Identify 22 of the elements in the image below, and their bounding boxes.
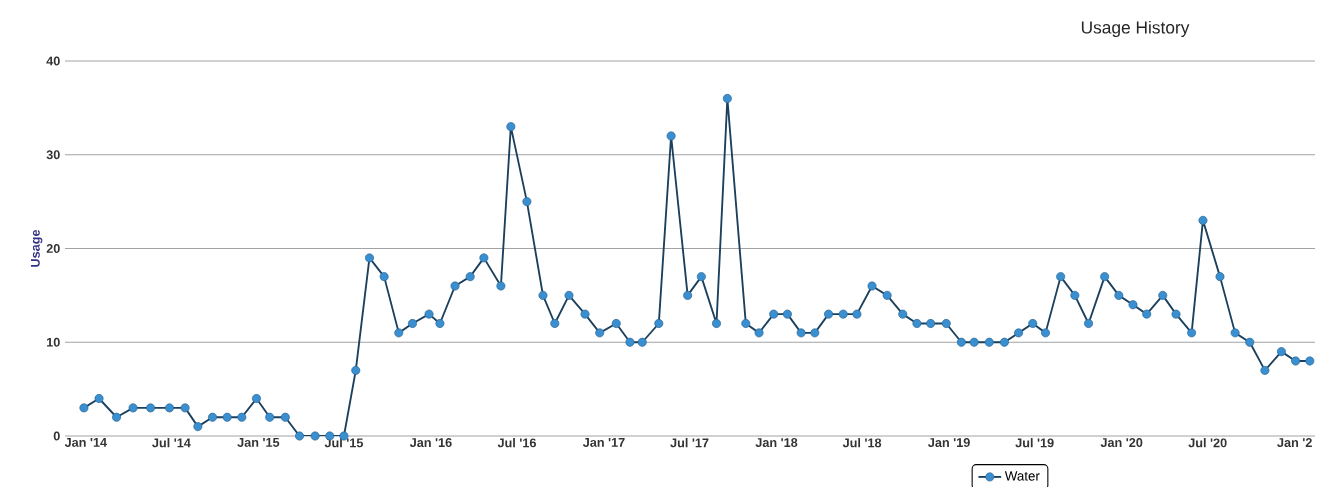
x-tick-label: Jul '19 [1015, 438, 1054, 448]
x-tick-label: Jan '18 [755, 438, 798, 448]
x-tick-label: Jan '14 [64, 438, 107, 447]
y-tick-label: 10 [47, 337, 60, 347]
x-tick-label: Jul '16 [497, 438, 536, 448]
x-tick-label: Jan '17 [582, 438, 625, 447]
x-tick-label: Jan '20 [1100, 438, 1143, 448]
chart-title: Usage History [1081, 20, 1190, 38]
x-tick-label: Jan '19 [928, 438, 970, 448]
y-axis-title: Usage [30, 229, 43, 267]
y-tick-label: 30 [46, 150, 60, 160]
x-tick-label: Jul '17 [670, 438, 709, 448]
x-tick-label: Jan '16 [409, 438, 452, 448]
x-tick-label: Jan '15 [237, 438, 280, 447]
x-tick-label: Jul '14 [152, 438, 191, 448]
y-tick-label: 40 [46, 56, 60, 66]
x-tick-label: Jul '18 [842, 438, 882, 448]
y-tick-label: 20 [46, 244, 60, 253]
y-tick-label: 0 [53, 431, 60, 441]
legend-label: Water [1004, 471, 1040, 481]
x-tick-label: Jul '20 [1188, 438, 1227, 448]
x-tick-label: Jan '2 [1277, 438, 1312, 448]
